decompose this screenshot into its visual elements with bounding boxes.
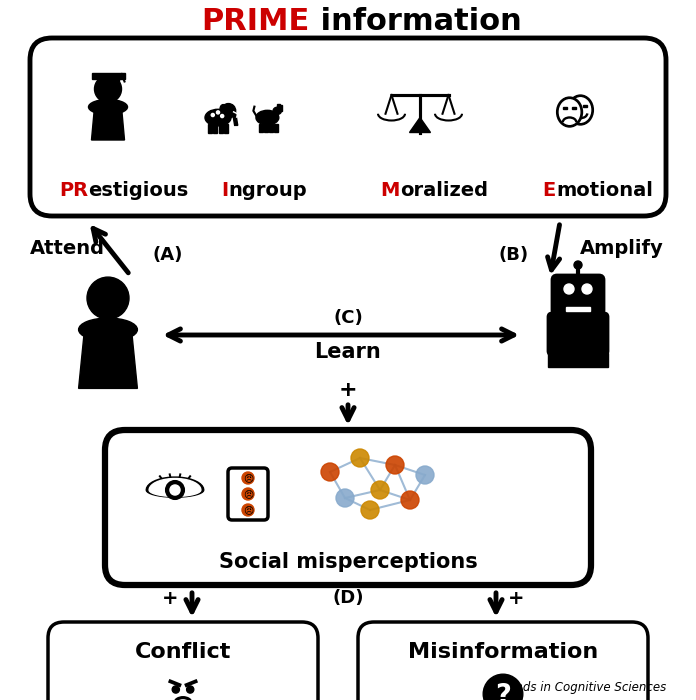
Polygon shape <box>409 118 431 132</box>
FancyBboxPatch shape <box>105 430 591 585</box>
Circle shape <box>574 261 582 269</box>
Circle shape <box>242 504 254 516</box>
Bar <box>548 353 608 367</box>
Circle shape <box>336 489 354 507</box>
Text: motional: motional <box>556 181 653 199</box>
Ellipse shape <box>273 107 281 115</box>
FancyBboxPatch shape <box>552 275 604 315</box>
Bar <box>280 104 283 111</box>
Text: Misinformation: Misinformation <box>408 642 598 662</box>
Circle shape <box>401 491 419 509</box>
Polygon shape <box>232 113 238 125</box>
Text: PR: PR <box>59 181 88 199</box>
Text: ngroup: ngroup <box>228 181 307 199</box>
Bar <box>574 104 578 107</box>
Text: Social misperceptions: Social misperceptions <box>219 552 477 572</box>
Text: ?: ? <box>495 682 511 700</box>
Circle shape <box>221 104 236 118</box>
Circle shape <box>172 686 180 693</box>
Text: Trends in Cognitive Sciences: Trends in Cognitive Sciences <box>497 682 666 694</box>
Text: (D): (D) <box>332 589 364 607</box>
Circle shape <box>95 76 122 102</box>
Text: +: + <box>508 589 525 608</box>
Polygon shape <box>91 107 125 140</box>
Text: (B): (B) <box>498 246 528 264</box>
Text: I: I <box>221 181 228 199</box>
Circle shape <box>416 466 434 484</box>
Ellipse shape <box>560 100 580 125</box>
Circle shape <box>163 674 203 700</box>
FancyBboxPatch shape <box>358 622 648 700</box>
Polygon shape <box>149 479 201 496</box>
Bar <box>223 125 228 133</box>
Bar <box>91 73 125 78</box>
Circle shape <box>166 481 184 499</box>
Circle shape <box>242 472 254 484</box>
Circle shape <box>212 113 214 117</box>
Bar <box>219 125 223 133</box>
Circle shape <box>582 284 592 294</box>
Text: M: M <box>381 181 400 199</box>
FancyBboxPatch shape <box>228 468 268 520</box>
Text: +: + <box>339 380 357 400</box>
Text: (A): (A) <box>153 246 183 264</box>
Ellipse shape <box>220 104 226 113</box>
Circle shape <box>361 501 379 519</box>
Text: PRIME: PRIME <box>202 8 310 36</box>
Circle shape <box>87 277 129 319</box>
Bar <box>277 104 280 111</box>
Bar <box>97 77 118 80</box>
Ellipse shape <box>256 111 279 125</box>
Text: 😠: 😠 <box>243 505 253 515</box>
Polygon shape <box>79 326 137 388</box>
Circle shape <box>564 284 574 294</box>
Text: Conflict: Conflict <box>135 642 231 662</box>
Bar <box>563 106 567 109</box>
Circle shape <box>386 456 404 474</box>
Ellipse shape <box>567 95 594 125</box>
Circle shape <box>216 111 219 114</box>
Circle shape <box>242 488 254 500</box>
Text: E: E <box>543 181 556 199</box>
Bar <box>269 125 273 132</box>
Text: oralized: oralized <box>400 181 488 199</box>
Ellipse shape <box>79 318 137 341</box>
Bar <box>213 125 217 133</box>
FancyBboxPatch shape <box>548 313 608 355</box>
Circle shape <box>170 485 180 495</box>
FancyBboxPatch shape <box>48 622 318 700</box>
Bar <box>100 319 116 330</box>
Text: estigious: estigious <box>88 181 188 199</box>
Circle shape <box>221 115 223 118</box>
Bar <box>583 104 587 107</box>
Circle shape <box>351 449 369 467</box>
Ellipse shape <box>205 109 231 126</box>
Bar <box>208 125 212 133</box>
FancyBboxPatch shape <box>30 38 666 216</box>
Text: 😠: 😠 <box>243 489 253 499</box>
Polygon shape <box>146 477 204 497</box>
Text: Learn: Learn <box>315 342 381 362</box>
Ellipse shape <box>88 99 127 115</box>
Bar <box>572 106 576 109</box>
Text: 😠: 😠 <box>243 473 253 483</box>
Text: +: + <box>161 589 178 608</box>
Bar <box>566 307 590 311</box>
Text: Amplify: Amplify <box>580 239 664 258</box>
Text: information: information <box>310 8 522 36</box>
Ellipse shape <box>557 97 583 127</box>
Circle shape <box>483 674 523 700</box>
Bar <box>258 125 262 132</box>
Text: Attend: Attend <box>30 239 105 258</box>
Circle shape <box>321 463 339 481</box>
Bar <box>264 125 268 132</box>
Ellipse shape <box>570 98 591 122</box>
Circle shape <box>371 481 389 499</box>
Text: (C): (C) <box>333 309 363 327</box>
Circle shape <box>187 686 193 693</box>
Bar <box>274 125 278 132</box>
